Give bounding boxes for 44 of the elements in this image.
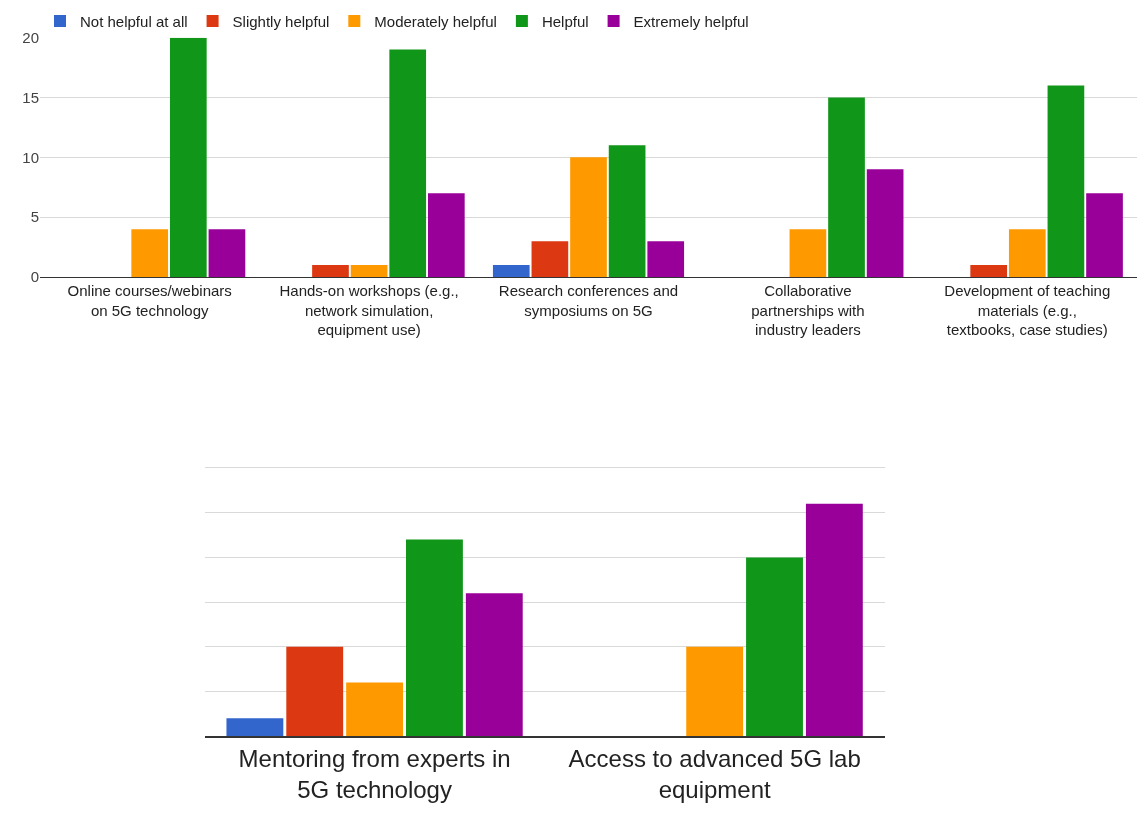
x-tick-label: Mentoring from experts in 5G technology: [238, 745, 511, 804]
bar: [427, 193, 465, 278]
legend-label: Not helpful at all: [80, 12, 188, 30]
legend-label: Helpful: [541, 12, 589, 30]
x-tick-label: Online courses/webinars on 5G technology: [67, 282, 232, 319]
bar: [492, 265, 530, 278]
bar: [531, 241, 569, 278]
bar: [1008, 229, 1046, 278]
bar: [312, 265, 349, 278]
legend-label: Slightly helpful: [232, 12, 330, 30]
bar: [647, 241, 685, 278]
y-tick-label: 0: [30, 268, 39, 286]
bar: [866, 169, 904, 278]
legend-label: Moderately helpful: [374, 12, 497, 30]
bar: [131, 229, 169, 278]
x-tick-label: Collaborative partnerships with industry leaders: [751, 282, 865, 339]
bar: [1086, 193, 1123, 278]
x-tick-label: Access to advanced 5G lab equipment: [568, 745, 861, 804]
bar: [389, 49, 427, 278]
x-tick-label: Development of teaching materials (e.g., textbooks, case studies): [944, 282, 1111, 339]
y-tick-label: 20: [22, 28, 39, 46]
bar: [746, 557, 803, 737]
y-tick-label: 15: [22, 88, 39, 106]
bar: [828, 97, 865, 278]
bar: [608, 145, 646, 278]
bar: [465, 593, 523, 737]
bar: [226, 718, 284, 737]
bar: [208, 229, 246, 278]
y-tick-label: 5: [30, 208, 39, 226]
bar: [686, 646, 744, 737]
legend-label: Extremely helpful: [633, 12, 749, 30]
bar: [286, 646, 344, 737]
y-tick-label: 10: [22, 148, 39, 166]
bar: [970, 265, 1008, 278]
bar: [406, 539, 463, 737]
x-tick-label: Research conferences and symposiums on 5G: [498, 282, 679, 319]
bar: [346, 682, 404, 737]
bar: [789, 229, 827, 278]
bar: [350, 265, 388, 278]
bar: [805, 503, 863, 737]
bar: [1047, 85, 1085, 278]
bar: [570, 157, 607, 278]
x-tick-label: Hands-on workshops (e.g., network simulation, equipment use): [279, 282, 459, 339]
bar: [169, 37, 207, 278]
